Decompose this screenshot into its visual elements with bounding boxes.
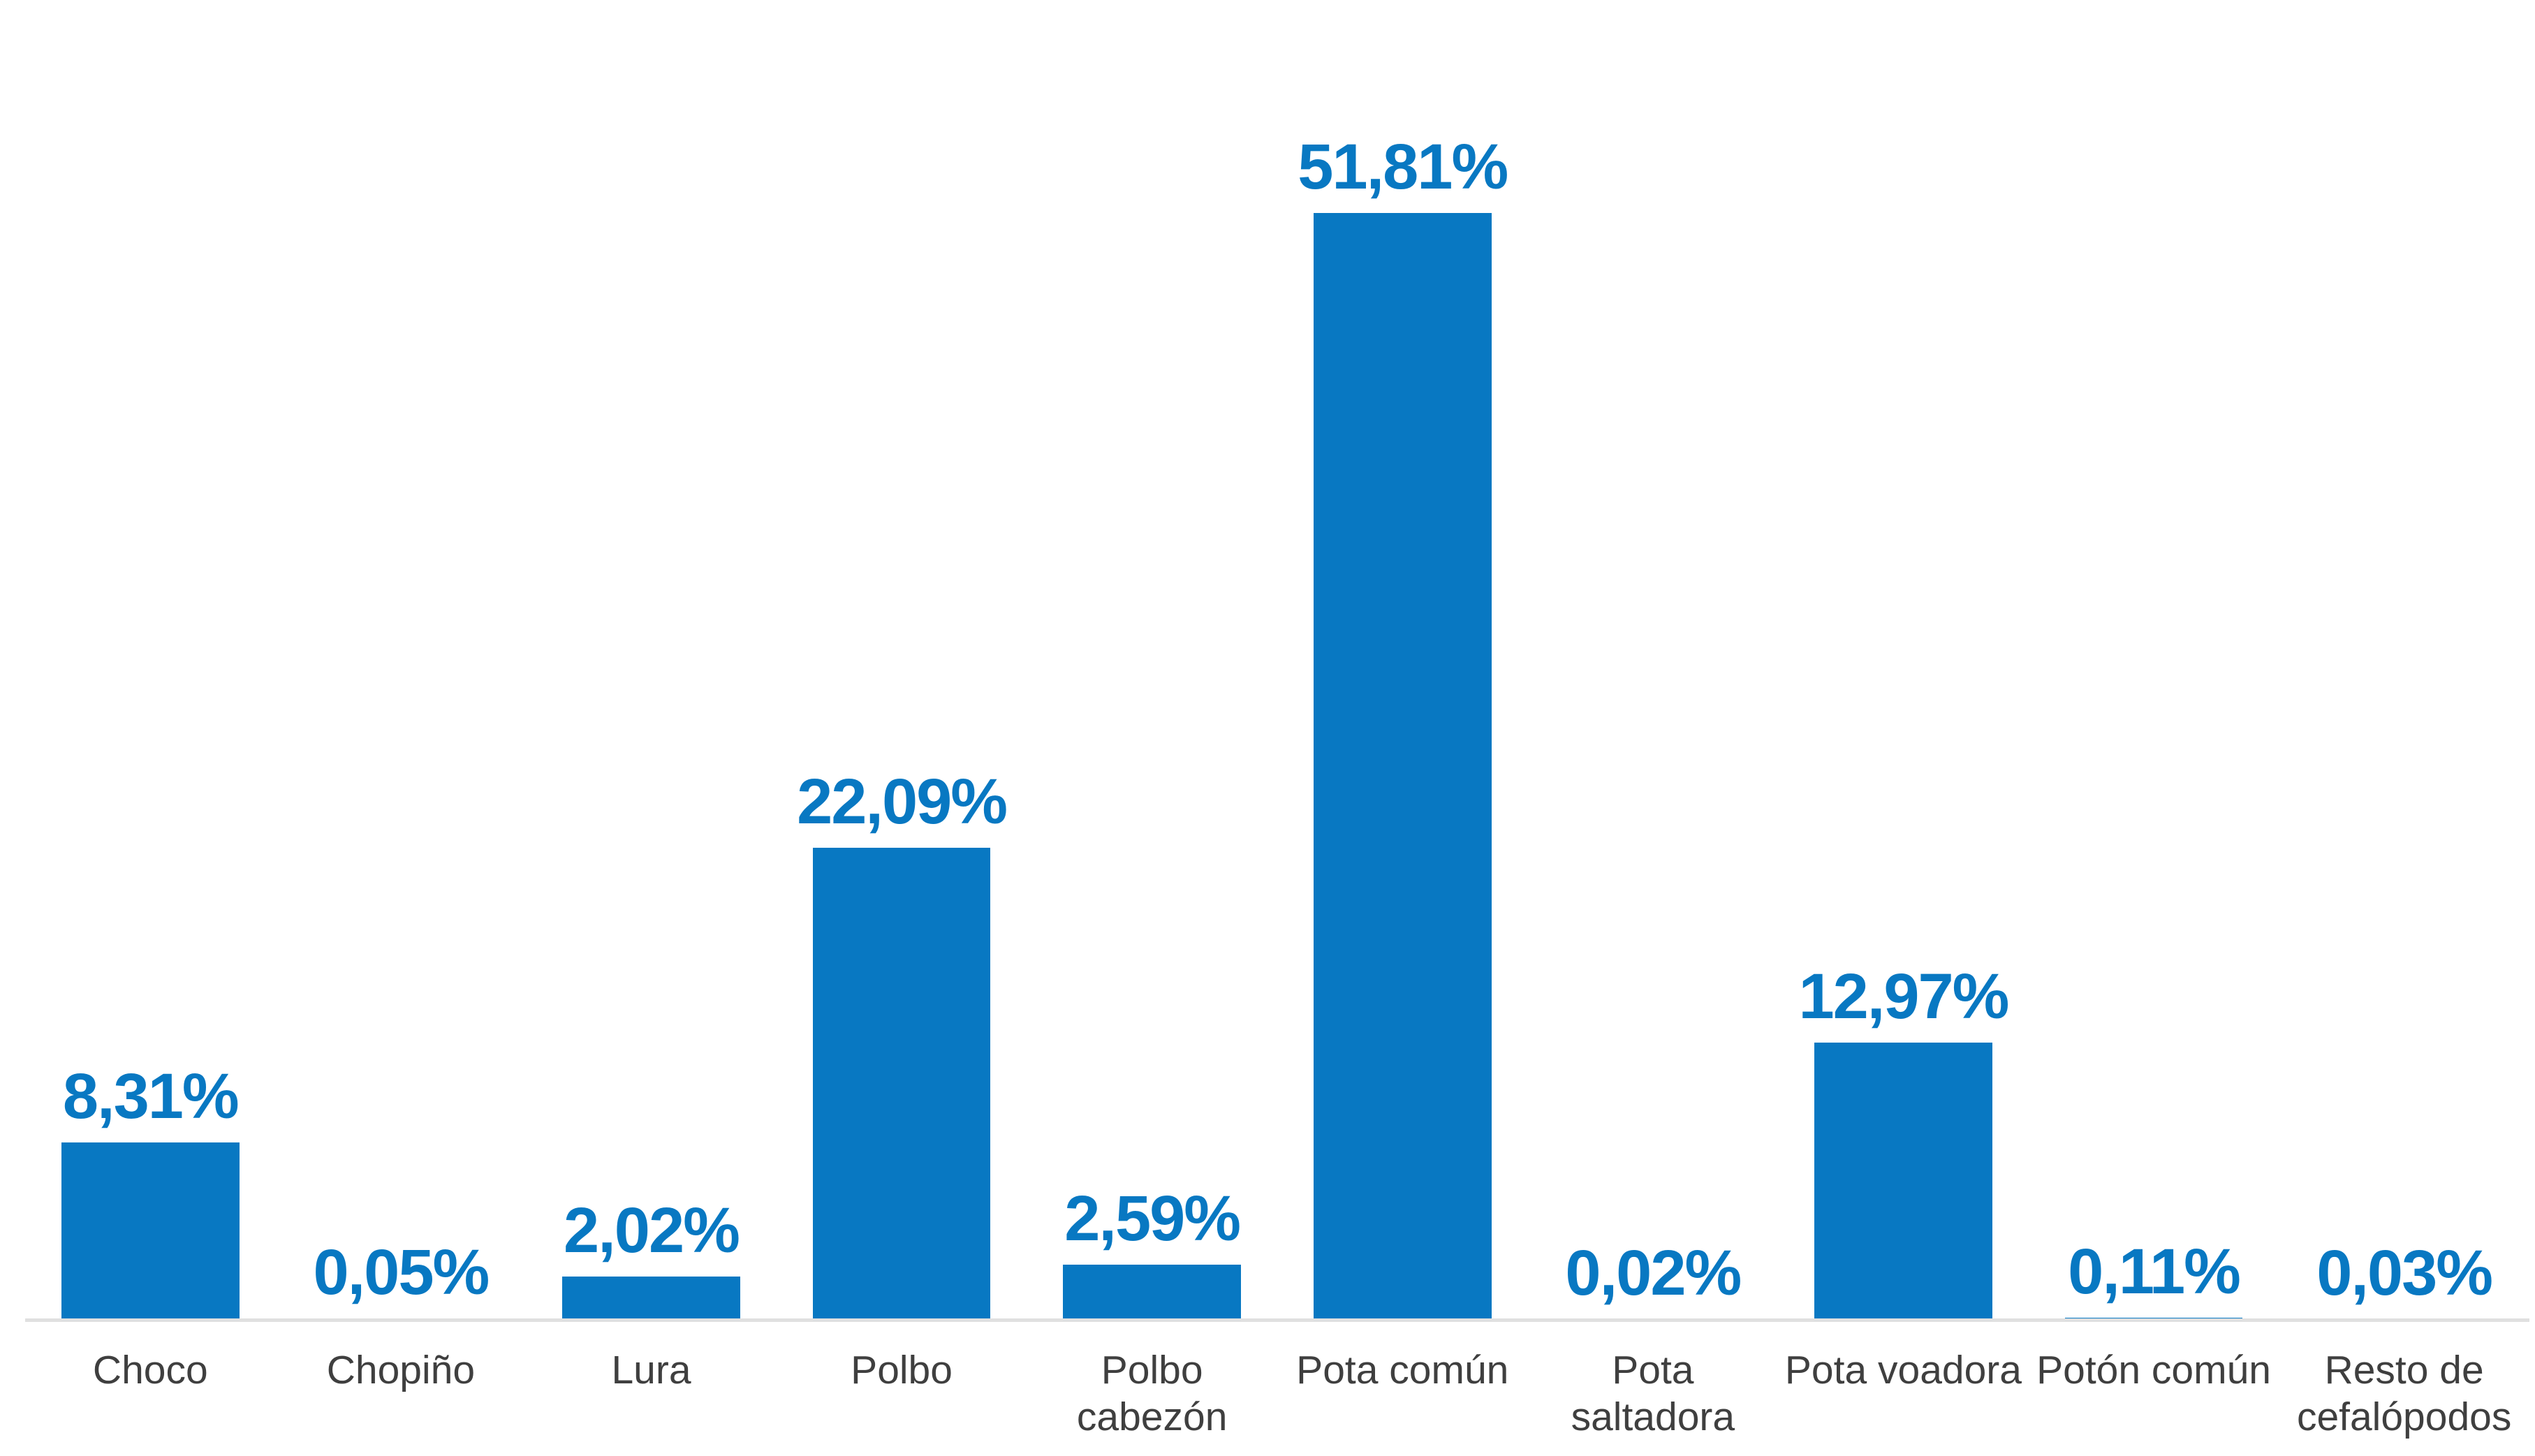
value-label-pota-comun: 51,81% [1298,131,1508,203]
bar-choco[interactable] [61,1142,240,1320]
value-label-choco: 8,31% [62,1060,240,1132]
bar-column-polbo-cabezon: 2,59% [1027,0,1277,1320]
value-label-polbo-cabezon: 2,59% [1064,1182,1241,1254]
category-label-lura: Lura [611,1348,691,1392]
bar-pota-voadora[interactable] [1814,1043,1992,1320]
bar-column-choco: 8,31% [25,0,276,1320]
bar-column-pota-voadora: 12,97% [1778,0,2029,1320]
plot-area: 8,31% 0,05% 2,02% 22,09% 2,59% 51,81% 0,02% 12,… [25,0,2529,1320]
category-label-polbo: Polbo [851,1348,953,1392]
value-label-pota-voadora: 12,97% [1798,961,2009,1033]
value-label-polbo: 22,09% [797,766,1008,838]
category-label-poton-comun: Potón común [2036,1348,2271,1392]
bar-polbo[interactable] [812,848,991,1320]
value-label-resto-de-cefalopodos: 0,03% [2316,1237,2493,1309]
bar-column-pota-saltadora: 0,02% [1528,0,1779,1320]
category-label-pota-saltadora: Pota saltadora [1571,1348,1735,1440]
value-label-poton-comun: 0,11% [2068,1235,2241,1307]
bar-column-polbo: 22,09% [777,0,1027,1320]
bar-column-pota-comun: 51,81% [1277,0,1528,1320]
bar-lura[interactable] [562,1277,740,1320]
value-label-chopino: 0,05% [313,1237,490,1309]
category-label-chopino: Chopiño [326,1348,476,1392]
value-label-pota-saltadora: 0,02% [1565,1237,1742,1309]
bar-column-chopino: 0,05% [276,0,527,1320]
category-label-resto-de-cefalopodos: Resto de cefalópodos [2296,1348,2512,1440]
bar-column-resto-de-cefalopodos: 0,03% [2279,0,2529,1320]
category-label-pota-voadora: Pota voadora [1784,1348,2022,1392]
x-axis-labels: Choco Chopiño Lura Polbo Polbo cabezón Pota c… [25,1322,2529,1441]
bar-pota-comun[interactable] [1313,213,1492,1320]
bar-column-poton-comun: 0,11% [2029,0,2279,1320]
bar-polbo-cabezon[interactable] [1063,1264,1241,1320]
category-label-pota-comun: Pota común [1296,1348,1509,1392]
category-label-choco: Choco [92,1348,208,1392]
bar-column-lura: 2,02% [526,0,777,1320]
x-axis-line [25,1318,2529,1322]
category-label-polbo-cabezon: Polbo cabezón [1076,1348,1228,1440]
value-label-lura: 2,02% [564,1195,740,1267]
